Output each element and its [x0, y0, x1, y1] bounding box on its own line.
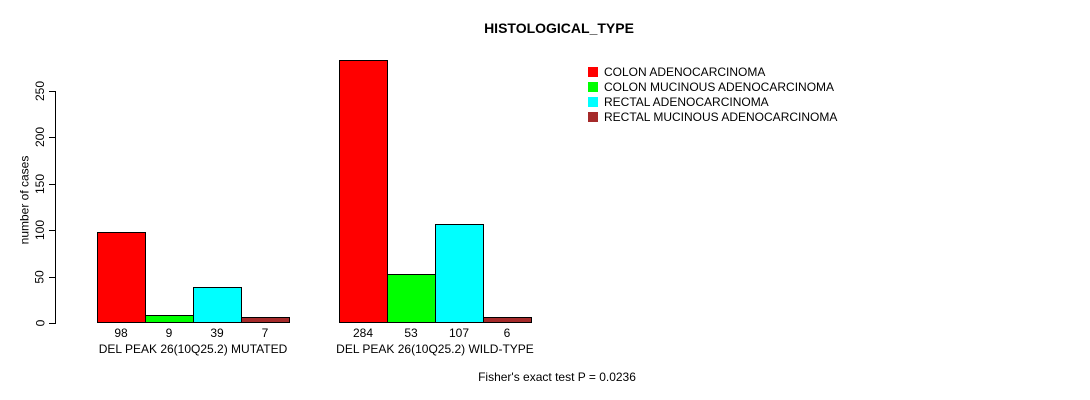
bar: [193, 286, 242, 323]
bar: [435, 223, 484, 323]
legend-item: COLON MUCINOUS ADENOCARCINOMA: [588, 79, 837, 94]
bar-value-label: 7: [261, 326, 269, 340]
bar: [241, 316, 290, 323]
legend-item: RECTAL ADENOCARCINOMA: [588, 94, 837, 109]
bar-value-label: 6: [503, 326, 511, 340]
bar-value-label: 284: [352, 326, 374, 340]
x-category-label: DEL PEAK 26(10Q25.2) MUTATED: [98, 342, 288, 356]
y-tick-label-text: 50: [32, 269, 47, 284]
chart-title: HISTOLOGICAL_TYPE: [484, 20, 634, 36]
y-tick-label-text: 250: [33, 81, 47, 102]
y-tick: [49, 91, 56, 92]
legend-item: RECTAL MUCINOUS ADENOCARCINOMA: [588, 109, 837, 124]
bar-value-label: 39: [210, 326, 224, 340]
bar: [145, 314, 194, 323]
bar-value-label: 107: [448, 326, 470, 340]
legend-label: COLON ADENOCARCINOMA: [604, 64, 766, 79]
legend-label: RECTAL MUCINOUS ADENOCARCINOMA: [604, 109, 838, 124]
legend-swatch: [588, 81, 598, 92]
y-tick-label: 250: [28, 51, 52, 131]
y-axis-line: [55, 91, 56, 323]
legend-swatch: [588, 96, 598, 107]
y-tick: [49, 323, 56, 324]
y-tick: [49, 230, 56, 231]
y-tick: [49, 137, 56, 138]
y-tick: [49, 184, 56, 185]
bar: [339, 59, 388, 323]
bar: [97, 232, 146, 324]
bar-value-label: 9: [165, 326, 173, 340]
bar-value-label: 98: [114, 326, 128, 340]
legend-label: COLON MUCINOUS ADENOCARCINOMA: [604, 79, 835, 94]
stat-annotation: Fisher's exact test P = 0.0236: [478, 370, 636, 384]
bar-value-label: 53: [404, 326, 418, 340]
y-tick-label-text: 0: [33, 319, 47, 327]
legend-swatch: [588, 111, 598, 122]
y-tick: [49, 277, 56, 278]
bar: [483, 317, 532, 324]
legend: COLON ADENOCARCINOMA COLON MUCINOUS ADENO…: [588, 64, 837, 124]
x-category-label: DEL PEAK 26(10Q25.2) WILD-TYPE: [336, 342, 534, 356]
legend-label: RECTAL ADENOCARCINOMA: [604, 94, 769, 109]
legend-swatch: [588, 66, 598, 77]
legend-item: COLON ADENOCARCINOMA: [588, 64, 837, 79]
bar: [387, 273, 436, 323]
